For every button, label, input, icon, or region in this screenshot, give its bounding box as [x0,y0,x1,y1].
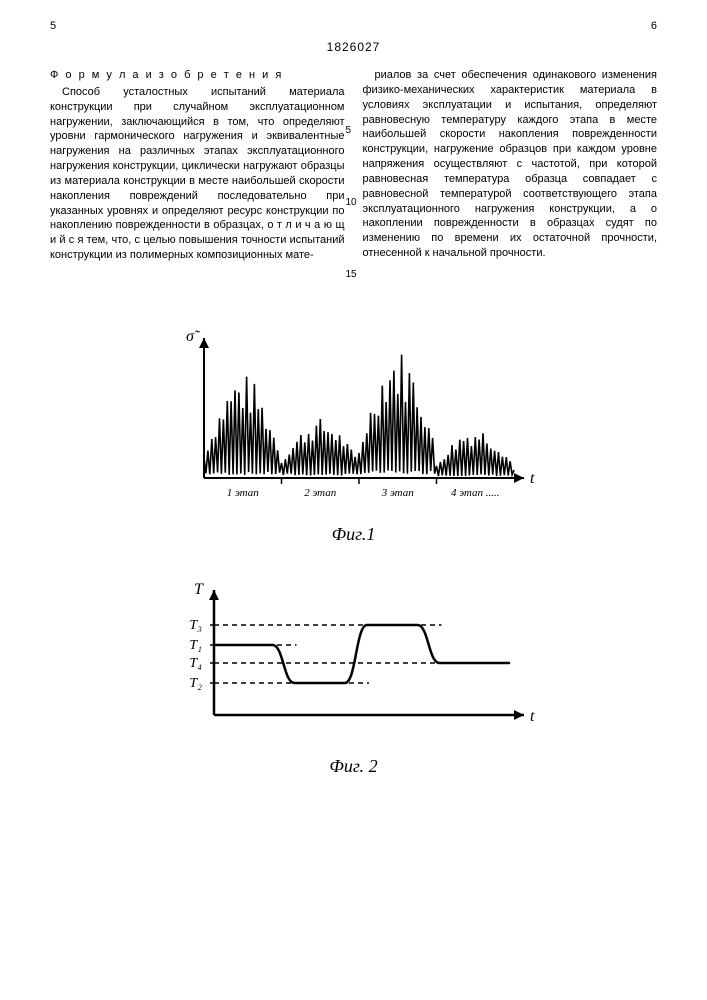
left-column: Ф о р м у л а и з о б р е т е н и я Спос… [50,68,345,263]
svg-text:σ̃: σ̃ [186,328,201,345]
patent-number: 1826027 [50,40,657,54]
right-column-text: риалов за счет обеспечения одинакового и… [363,68,658,261]
svg-text:4 этап .....: 4 этап ..... [450,487,499,499]
left-page-number: 5 [50,20,56,32]
two-column-text: 5 10 15 Ф о р м у л а и з о б р е т е н … [50,68,657,263]
formula-title: Ф о р м у л а и з о б р е т е н и я [50,68,345,83]
page-numbers-row: 5 6 [50,20,657,32]
figure-1: σ̃ t 1 этап 2 этап 3 этап 4 этап ..... Фиг.1 [154,323,554,545]
svg-text:t: t [530,708,535,725]
figure-1-caption: Фиг.1 [154,524,554,545]
svg-text:T₂: T₂ [189,676,202,691]
right-column: риалов за счет обеспечения одинакового и… [363,68,658,263]
figure-2-caption: Фиг. 2 [154,756,554,777]
svg-text:1 этап: 1 этап [226,487,259,499]
left-column-text: Способ усталостных испытаний материала к… [50,85,345,263]
line-mark-5: 5 [346,124,352,138]
svg-text:t: t [530,470,535,487]
svg-text:T₄: T₄ [189,656,202,671]
svg-text:T₁: T₁ [189,638,202,653]
figures-area: σ̃t1 этап2 этап3 этап4 этап ..... Фиг.1 … [50,323,657,807]
right-page-number: 6 [651,20,657,32]
svg-text:T₃: T₃ [189,618,202,633]
svg-text:T: T [194,581,204,598]
line-mark-15: 15 [346,268,357,282]
svg-text:2 этап: 2 этап [304,487,337,499]
figure-1-svg: σ̃ t 1 этап 2 этап 3 этап 4 этап ..... [154,323,554,513]
svg-text:3 этап: 3 этап [380,487,414,499]
figure-2: Tt T₃ T₁ T₄ T₂ Фиг. 2 [154,575,554,777]
figure-2-svg: Tt T₃ T₁ T₄ T₂ [154,575,554,745]
page: 5 6 1826027 5 10 15 Ф о р м у л а и з о … [0,0,707,1000]
line-mark-10: 10 [346,196,357,210]
